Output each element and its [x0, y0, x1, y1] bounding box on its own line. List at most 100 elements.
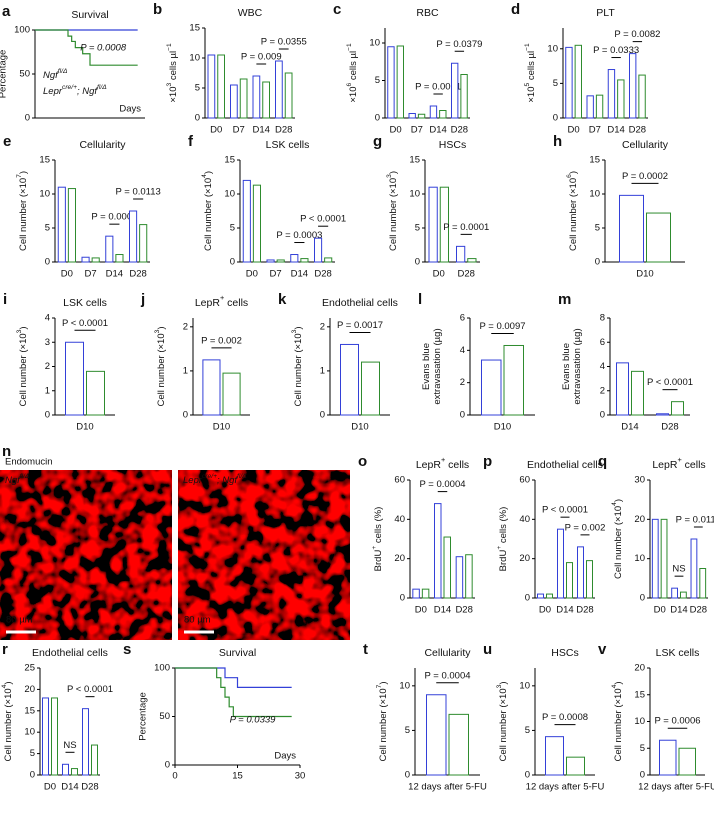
- y-tick-label: 4: [600, 361, 605, 372]
- x-tick-label: D14: [429, 125, 446, 136]
- image-caption-part: cre/+: [202, 473, 217, 480]
- y-tick-label: 8: [600, 313, 605, 324]
- legend-entry-part: cre/+: [62, 84, 77, 91]
- y-axis-label: Cell number (×104): [611, 499, 623, 579]
- y-axis-label: Cell number (×107): [376, 681, 388, 761]
- chart-title: Cellularity: [79, 139, 126, 151]
- y-tick-label: 10: [189, 53, 200, 64]
- y-tick-label: 0: [230, 257, 235, 268]
- p-value: P = 0.0379: [436, 39, 482, 50]
- x-tick-label: D7: [85, 269, 97, 280]
- chart-title: Endothelial cells: [527, 459, 603, 471]
- y-axis-label-part: ): [613, 681, 624, 684]
- p-value: P = 0.0113: [115, 187, 160, 198]
- p-value: P < 0.0001: [62, 318, 108, 329]
- y-axis-label-part: ): [388, 171, 399, 174]
- y-tick-label: 0: [640, 593, 645, 604]
- y-tick-label: 100: [14, 25, 30, 36]
- chart-title: LepR+ cells: [652, 455, 705, 470]
- y-tick-label: 40: [519, 514, 530, 525]
- panel-letter: m: [558, 291, 571, 308]
- x-tick-label: D0: [246, 269, 258, 280]
- bar: [222, 372, 241, 416]
- bar: [324, 257, 333, 263]
- y-tick-label: 10: [409, 189, 420, 200]
- x-tick-label: 15: [232, 771, 243, 782]
- bar: [617, 79, 625, 119]
- y-tick-label: 10: [224, 189, 235, 200]
- p-value: P = 0.0008: [542, 712, 588, 723]
- bar: [207, 54, 216, 119]
- y-axis-label-part: BrdU: [373, 550, 384, 572]
- y-axis-label-part: ): [378, 681, 389, 684]
- y-tick-label: 100: [154, 663, 170, 674]
- y-axis-label-part: 3: [154, 329, 161, 333]
- image-caption-part: fl/Δ: [237, 473, 247, 480]
- x-tick-label: D14: [670, 605, 687, 616]
- panel-letter: v: [598, 641, 607, 658]
- bar: [266, 259, 275, 263]
- y-tick-label: 5: [525, 725, 530, 736]
- y-axis-label-part: cells µl: [348, 51, 359, 83]
- bar: [455, 556, 464, 599]
- chart-title: WBC: [238, 7, 263, 19]
- y-tick-label: 0: [553, 113, 558, 124]
- p-value: P = 0.0004: [424, 670, 470, 681]
- y-tick-label: 20: [24, 684, 35, 695]
- panel-letter: o: [358, 453, 367, 470]
- y-tick-label: 5: [595, 223, 600, 234]
- bar: [428, 186, 438, 263]
- y-axis-label-part: 6: [346, 83, 353, 87]
- y-tick-label: 50: [159, 711, 170, 722]
- chart-title: LepR+ cells: [416, 455, 469, 470]
- survival-line: [175, 667, 292, 718]
- p-value: P < 0.0001: [67, 684, 113, 695]
- chart-title-part: LepR: [195, 297, 221, 309]
- x-tick-label: D0: [415, 605, 427, 616]
- bar: [699, 568, 707, 599]
- chart-title-part: +: [220, 293, 224, 302]
- x-tick-label: D28: [275, 125, 292, 136]
- y-tick-label: 15: [634, 689, 645, 700]
- y-tick-label: 15: [224, 155, 235, 166]
- chart-title-part: LepR: [416, 459, 442, 471]
- micrograph: [178, 470, 350, 640]
- chart-title-part: cells: [682, 459, 706, 471]
- p-value: P = 0.0017: [337, 320, 383, 331]
- y-tick-label: 20: [519, 553, 530, 564]
- y-tick-label: 0: [415, 257, 420, 268]
- bar: [659, 739, 677, 776]
- bar: [557, 528, 564, 599]
- y-tick-label: 10: [589, 189, 600, 200]
- bar: [91, 744, 98, 776]
- chart-title: RBC: [416, 7, 439, 19]
- y-tick-label: 20: [634, 663, 645, 674]
- x-tick-label: D0: [44, 782, 56, 793]
- x-tick-label: D10: [494, 422, 511, 433]
- panel-letter: j: [140, 291, 145, 308]
- image-caption-part: fl/Δ: [20, 473, 30, 480]
- p-value: P = 0.0355: [261, 37, 307, 48]
- y-axis-label-part: Cell number (×10: [613, 506, 624, 579]
- bar: [81, 256, 90, 263]
- x-tick-label: 30: [295, 771, 306, 782]
- annotation: P = 0.0008: [80, 43, 127, 54]
- y-tick-label: 2: [460, 377, 465, 388]
- y-tick-label: 15: [24, 705, 35, 716]
- x-tick-label: D28: [576, 605, 593, 616]
- bar: [545, 736, 564, 776]
- y-axis-label-part: 5: [524, 83, 531, 87]
- bar: [202, 359, 221, 416]
- x-tick-label: D0: [568, 125, 580, 136]
- p-value: P = 0.0001: [91, 212, 137, 223]
- y-axis-label: Cell number (×104): [201, 171, 213, 251]
- y-tick-label: 0: [165, 760, 170, 771]
- p-value: P = 0.0051: [415, 82, 461, 93]
- bar: [448, 713, 469, 776]
- y-axis-label-part: ): [293, 326, 304, 329]
- panel-letter: e: [3, 133, 11, 150]
- y-axis-label-part: Cell number (×10: [203, 178, 214, 251]
- y-axis-label: ×103 cells µl−1: [166, 43, 178, 103]
- x-tick-label: D28: [458, 269, 475, 280]
- y-tick-label: 5: [195, 83, 200, 94]
